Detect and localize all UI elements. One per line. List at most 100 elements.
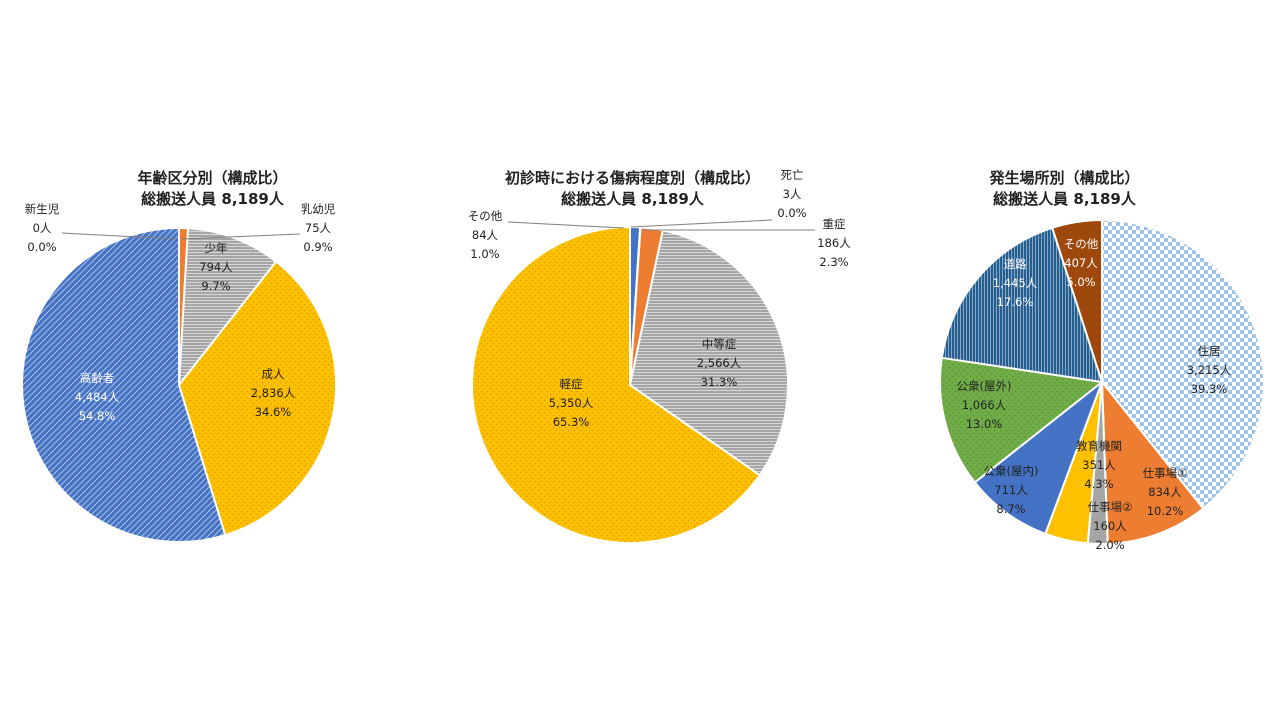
leader-line: [181, 233, 301, 240]
slice-count: 0人: [33, 221, 52, 235]
slice-name: 成人: [262, 367, 285, 381]
slice-name: 高齢者: [80, 371, 115, 385]
pie-slice-高齢者: [21, 226, 227, 543]
pie-labels: 新生児 0人 0.0% 乳幼児 75人 0.9% 少年 794人 9.7% 成人 2,836人 34.…: [25, 202, 336, 423]
slice-percent: 0.0%: [27, 240, 56, 254]
slice-count: 794人: [199, 260, 233, 274]
slice-percent: 4.3%: [1084, 477, 1113, 491]
age-group-pie-chart: 年齢区分別（構成比） 総搬送人員 8,189人 新生児 0人 0.0% 乳幼児 75人 0…: [0, 150, 425, 570]
pie-slice-公衆屋外: [939, 356, 1105, 484]
slice-count: 84人: [472, 228, 499, 242]
slice-percent: 8.7%: [996, 502, 1025, 516]
slice-name: 乳幼児: [301, 202, 336, 216]
severity-pie-chart: 初診時における傷病程度別（構成比） 総搬送人員 8,189人 その他 84人 1.0…: [420, 150, 851, 570]
slice-name: 公衆(屋内): [984, 464, 1039, 478]
slice-name: 新生児: [25, 202, 60, 216]
chart-title: 初診時における傷病程度別（構成比） 総搬送人員 8,189人: [420, 168, 845, 210]
slice-count: 711人: [994, 483, 1028, 497]
slice-count: 75人: [305, 221, 332, 235]
slice-name: 少年: [205, 241, 228, 255]
slice-count: 2,836人: [251, 386, 296, 400]
pie-slice-中等症: [628, 229, 789, 477]
slice-count: 834人: [1148, 485, 1182, 499]
pie-slices: [471, 225, 789, 544]
slice-count: 3人: [783, 187, 802, 201]
data-label-道路: 道路 1,445人 17.6%: [993, 257, 1038, 309]
slice-percent: 10.2%: [1147, 504, 1184, 518]
data-label-公衆屋外: 公衆(屋外) 1,066人 13.0%: [957, 379, 1012, 431]
data-label-成人: 成人 2,836人 34.6%: [251, 367, 296, 419]
slice-name: 重症: [823, 217, 846, 231]
slice-percent: 39.3%: [1191, 382, 1228, 396]
pie-slice-軽症: [471, 225, 762, 544]
slice-name: 道路: [1004, 257, 1027, 271]
pie-slice-成人: [177, 260, 337, 537]
slice-name: 中等症: [702, 337, 737, 351]
slice-percent: 31.3%: [701, 375, 738, 389]
slice-name: その他: [468, 209, 503, 223]
data-label-公衆屋内: 公衆(屋内) 711人 8.7%: [984, 464, 1039, 516]
pie-svg: 住居 3,215人 39.3% 仕事場① 834人 10.2% 仕事場② 160人 2.0% 教育…: [939, 218, 1265, 552]
slice-percent: 2.0%: [1095, 538, 1124, 552]
leader-line: [507, 221, 625, 229]
data-label-高齢者: 高齢者 4,484人 54.8%: [75, 371, 120, 423]
slice-name: 住居: [1198, 344, 1221, 358]
pie-slice-その他: [1050, 218, 1103, 383]
slice-percent: 54.8%: [79, 409, 116, 423]
slice-count: 4,484人: [75, 390, 120, 404]
data-label-新生児: 新生児 0人 0.0%: [25, 202, 60, 254]
pie-slice-住居: [1101, 218, 1265, 510]
slice-percent: 2.3%: [819, 255, 848, 269]
slice-name: 公衆(屋外): [957, 379, 1012, 393]
data-label-教育機関: 教育機関 351人 4.3%: [1076, 439, 1122, 491]
pie-labels: その他 84人 1.0% 死亡 3人 0.0% 重症 186人 2.3% 中等症 2,566人 31.…: [468, 168, 851, 429]
pie-slice-仕事場: [1100, 379, 1205, 545]
slice-count: 186人: [817, 236, 851, 250]
pie-slice-少年: [177, 227, 278, 389]
slice-name: 死亡: [781, 168, 804, 182]
pie-svg: 新生児 0人 0.0% 乳幼児 75人 0.9% 少年 794人 9.7% 成人 2,836人 34.…: [21, 202, 337, 543]
pie-labels: 住居 3,215人 39.3% 仕事場① 834人 10.2% 仕事場② 160人 2.0% 教育…: [957, 237, 1232, 552]
slice-name: 軽症: [560, 377, 583, 391]
data-label-軽症: 軽症 5,350人 65.3%: [549, 377, 594, 429]
slice-percent: 5.0%: [1066, 275, 1095, 289]
leader-line: [61, 232, 177, 240]
slice-percent: 17.6%: [997, 295, 1034, 309]
slice-percent: 0.9%: [303, 240, 332, 254]
pie-slice-道路: [940, 226, 1104, 384]
data-label-住居: 住居 3,215人 39.3%: [1187, 344, 1232, 396]
pie-slices: [21, 226, 337, 543]
chart-title-line1: 年齢区分別（構成比）: [137, 169, 288, 187]
slice-percent: 9.7%: [201, 279, 230, 293]
slice-count: 5,350人: [549, 396, 594, 410]
slice-name: その他: [1064, 237, 1099, 251]
data-label-乳幼児: 乳幼児 75人 0.9%: [301, 202, 336, 254]
data-label-重症: 重症 186人 2.3%: [817, 217, 851, 269]
slice-count: 407人: [1064, 256, 1098, 270]
chart-title-line2: 総搬送人員 8,189人: [561, 190, 704, 208]
slice-count: 3,215人: [1187, 363, 1232, 377]
location-pie-chart: 発生場所別（構成比） 総搬送人員 8,189人 住居 3,215人 39.3% 仕事場…: [852, 150, 1277, 570]
slice-count: 160人: [1093, 519, 1127, 533]
leader-line: [630, 219, 773, 228]
slice-count: 1,066人: [962, 398, 1007, 412]
chart-title-line1: 発生場所別（構成比）: [989, 169, 1140, 187]
pie-slices: [939, 218, 1265, 545]
chart-title: 発生場所別（構成比） 総搬送人員 8,189人: [852, 168, 1277, 210]
pie-slice-公衆屋内: [973, 379, 1105, 536]
data-label-その他: その他 407人 5.0%: [1064, 237, 1099, 289]
slice-percent: 0.0%: [777, 206, 806, 220]
slice-percent: 34.6%: [255, 405, 292, 419]
slice-name: 仕事場①: [1143, 466, 1188, 480]
data-label-仕事場: 仕事場② 160人 2.0%: [1088, 500, 1133, 552]
slice-percent: 13.0%: [966, 417, 1003, 431]
chart-title-line2: 総搬送人員 8,189人: [141, 190, 284, 208]
data-label-その他: その他 84人 1.0%: [468, 209, 503, 261]
slice-name: 仕事場②: [1088, 500, 1133, 514]
slice-count: 351人: [1082, 458, 1116, 472]
data-label-死亡: 死亡 3人 0.0%: [777, 168, 806, 220]
slice-percent: 1.0%: [470, 247, 499, 261]
data-label-中等症: 中等症 2,566人 31.3%: [697, 337, 742, 389]
chart-title-line1: 初診時における傷病程度別（構成比）: [504, 169, 760, 187]
slice-name: 教育機関: [1076, 439, 1122, 453]
